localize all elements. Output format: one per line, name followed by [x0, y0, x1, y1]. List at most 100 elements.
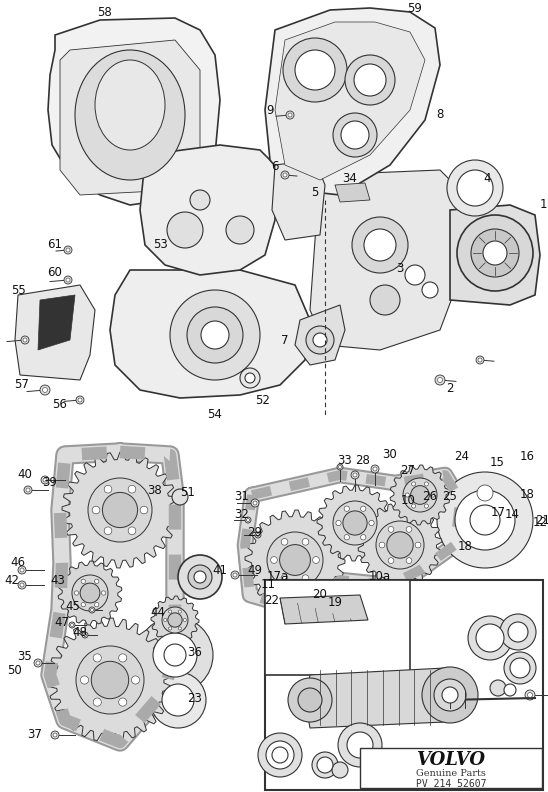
- Circle shape: [338, 723, 382, 767]
- Text: 53: 53: [153, 238, 167, 252]
- Text: 6: 6: [271, 161, 279, 173]
- Text: 44: 44: [151, 607, 165, 619]
- Circle shape: [72, 575, 108, 611]
- Circle shape: [504, 652, 536, 684]
- Text: 55: 55: [10, 284, 25, 296]
- Circle shape: [490, 680, 506, 696]
- Circle shape: [80, 583, 100, 603]
- Text: Genuine Parts: Genuine Parts: [416, 770, 486, 779]
- Ellipse shape: [75, 50, 185, 180]
- Circle shape: [132, 676, 140, 684]
- Circle shape: [20, 568, 24, 572]
- Text: 20: 20: [312, 588, 328, 601]
- Circle shape: [281, 575, 288, 581]
- Text: 25: 25: [443, 490, 458, 504]
- Circle shape: [178, 555, 222, 599]
- Circle shape: [90, 608, 94, 611]
- Circle shape: [424, 482, 429, 486]
- Polygon shape: [48, 618, 172, 742]
- Circle shape: [437, 378, 442, 383]
- Circle shape: [406, 558, 412, 563]
- Circle shape: [66, 248, 70, 252]
- Circle shape: [140, 506, 148, 514]
- Text: 57: 57: [15, 379, 30, 391]
- Circle shape: [353, 473, 357, 477]
- Circle shape: [119, 698, 127, 706]
- Circle shape: [471, 229, 519, 277]
- Circle shape: [256, 534, 260, 536]
- Circle shape: [435, 375, 445, 385]
- Polygon shape: [358, 503, 442, 587]
- Circle shape: [361, 506, 366, 512]
- Circle shape: [431, 493, 435, 497]
- Circle shape: [369, 520, 374, 526]
- Circle shape: [247, 519, 249, 521]
- Circle shape: [258, 733, 302, 777]
- Circle shape: [371, 465, 379, 473]
- Circle shape: [286, 111, 294, 119]
- Polygon shape: [450, 205, 540, 305]
- Circle shape: [253, 501, 257, 505]
- Circle shape: [361, 535, 366, 540]
- Polygon shape: [280, 595, 368, 624]
- Text: 48: 48: [72, 626, 88, 639]
- Circle shape: [41, 476, 49, 484]
- Text: 47: 47: [54, 616, 70, 630]
- Circle shape: [442, 687, 458, 703]
- Text: 39: 39: [43, 477, 58, 489]
- Polygon shape: [62, 452, 178, 568]
- Circle shape: [313, 333, 327, 347]
- Circle shape: [162, 607, 188, 633]
- Text: 59: 59: [408, 2, 423, 14]
- Ellipse shape: [95, 60, 165, 150]
- Text: 18: 18: [520, 489, 534, 501]
- Circle shape: [169, 627, 172, 630]
- Text: 38: 38: [147, 483, 162, 497]
- Circle shape: [164, 644, 186, 666]
- Circle shape: [283, 38, 347, 102]
- Circle shape: [20, 583, 24, 587]
- Circle shape: [341, 121, 369, 149]
- Polygon shape: [245, 510, 345, 610]
- Circle shape: [288, 678, 332, 722]
- Circle shape: [298, 688, 322, 712]
- Circle shape: [343, 511, 367, 535]
- Text: 51: 51: [180, 486, 196, 500]
- Circle shape: [226, 216, 254, 244]
- Text: 41: 41: [213, 563, 227, 577]
- Circle shape: [188, 565, 212, 589]
- Text: 16: 16: [520, 451, 534, 463]
- Circle shape: [476, 356, 484, 364]
- Circle shape: [424, 504, 429, 508]
- Circle shape: [162, 684, 194, 716]
- Polygon shape: [272, 160, 325, 240]
- Text: 27: 27: [401, 463, 415, 477]
- Polygon shape: [310, 170, 460, 350]
- Circle shape: [470, 505, 500, 535]
- Polygon shape: [60, 40, 200, 195]
- Text: 1: 1: [539, 199, 547, 211]
- Bar: [360, 748, 542, 788]
- Circle shape: [128, 485, 136, 493]
- Circle shape: [410, 485, 429, 505]
- Text: 8: 8: [436, 109, 444, 121]
- Text: 56: 56: [53, 398, 67, 412]
- Text: 60: 60: [48, 265, 62, 279]
- Circle shape: [34, 659, 42, 667]
- Circle shape: [51, 731, 59, 739]
- Text: 2: 2: [446, 382, 454, 394]
- Text: VOLVO: VOLVO: [416, 751, 486, 769]
- Circle shape: [267, 532, 323, 588]
- Circle shape: [81, 603, 85, 607]
- Circle shape: [528, 692, 533, 698]
- Text: 14: 14: [505, 508, 520, 521]
- Circle shape: [508, 622, 528, 642]
- Text: 31: 31: [235, 490, 249, 504]
- Circle shape: [344, 506, 350, 512]
- Circle shape: [64, 276, 72, 284]
- Circle shape: [271, 557, 277, 563]
- Circle shape: [168, 613, 182, 627]
- Circle shape: [245, 517, 251, 523]
- Circle shape: [93, 698, 101, 706]
- Circle shape: [279, 545, 310, 576]
